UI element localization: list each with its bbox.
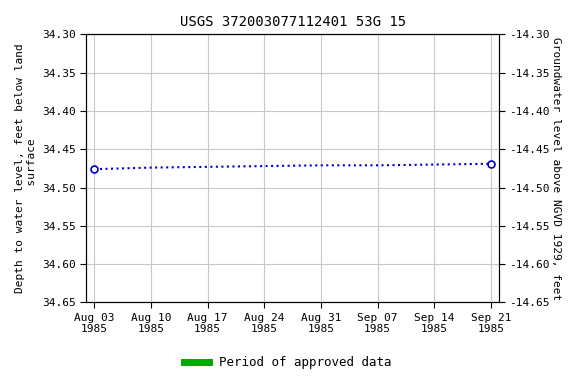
Y-axis label: Groundwater level above NGVD 1929, feet: Groundwater level above NGVD 1929, feet [551, 37, 561, 300]
Legend: Period of approved data: Period of approved data [179, 351, 397, 374]
Title: USGS 372003077112401 53G 15: USGS 372003077112401 53G 15 [180, 15, 406, 29]
Y-axis label: Depth to water level, feet below land
  surface: Depth to water level, feet below land su… [15, 43, 37, 293]
